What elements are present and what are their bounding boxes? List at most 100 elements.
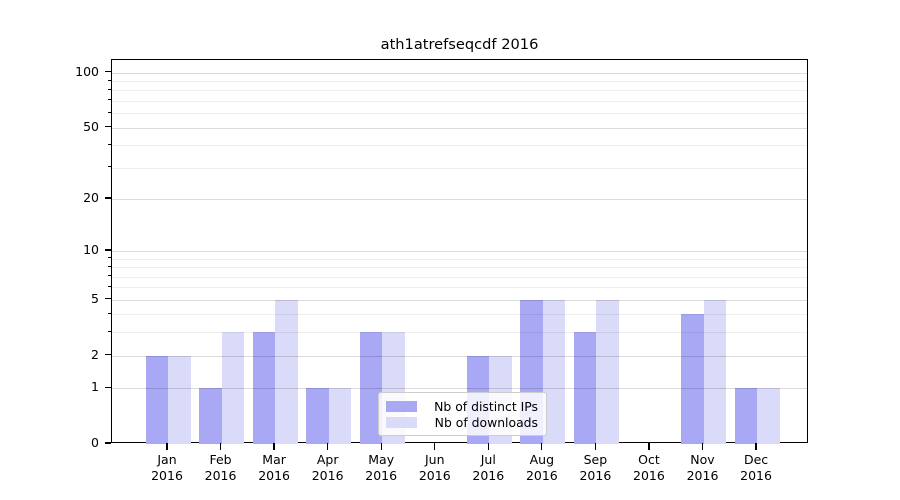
x-tick-label: Nov 2016 <box>675 452 731 483</box>
plot-area: Nb of distinct IPs Nb of downloads <box>111 59 808 444</box>
x-tick-month: May <box>368 452 395 467</box>
y-minor-tick-mark <box>107 275 111 277</box>
y-tick-label: 1 <box>91 379 99 395</box>
gridline-major <box>112 388 807 390</box>
gridline-minor <box>112 145 807 147</box>
bar-downloads <box>757 388 780 444</box>
bar-distinct-ips <box>359 332 383 444</box>
x-tick-label: Jan 2016 <box>139 452 195 483</box>
x-tick-year: 2016 <box>258 467 290 483</box>
legend-label-distinct-ips: Nb of distinct IPs <box>434 399 538 414</box>
y-tick-mark <box>104 386 111 388</box>
legend-entry-downloads: Nb of downloads <box>386 415 538 430</box>
legend: Nb of distinct IPs Nb of downloads <box>378 392 547 436</box>
legend-swatch-distinct-ips <box>386 401 417 412</box>
x-tick-year: 2016 <box>686 467 719 483</box>
y-tick-label: 5 <box>91 290 99 306</box>
y-minor-tick-mark <box>107 143 111 145</box>
x-tick-year: 2016 <box>418 467 451 483</box>
y-minor-tick-mark <box>107 88 111 90</box>
bar-distinct-ips <box>734 388 758 444</box>
x-tick-month: Aug <box>529 452 555 467</box>
x-tick-mark <box>327 443 329 450</box>
y-minor-tick-mark <box>107 166 111 168</box>
bar-distinct-ips <box>252 332 276 444</box>
x-tick-month: Jul <box>480 452 496 467</box>
bar-downloads <box>542 299 566 444</box>
gridline-major <box>112 355 807 357</box>
y-minor-tick-mark <box>107 313 111 314</box>
gridline-minor <box>112 276 807 278</box>
x-tick-month: Mar <box>262 452 286 467</box>
x-tick-label: May 2016 <box>353 452 409 483</box>
gridline-minor <box>112 314 807 316</box>
gridline-minor <box>112 267 807 269</box>
x-tick-month: Dec <box>743 452 769 467</box>
x-tick-month: Oct <box>638 452 660 467</box>
x-tick-year: 2016 <box>204 467 237 483</box>
gridline-minor <box>112 90 807 92</box>
y-tick-mark <box>104 249 111 251</box>
y-tick-label: 100 <box>75 63 99 79</box>
y-tick-label: 50 <box>83 118 99 134</box>
bar-downloads <box>328 388 352 444</box>
bar-downloads <box>275 299 298 444</box>
x-tick-month: Feb <box>209 452 232 467</box>
x-tick-year: 2016 <box>525 467 558 483</box>
y-tick-label: 2 <box>91 346 99 362</box>
x-tick-mark <box>273 443 275 450</box>
x-tick-month: Nov <box>690 452 715 467</box>
y-tick-label: 10 <box>83 241 99 257</box>
y-tick-label: 0 <box>91 435 99 450</box>
bar-distinct-ips <box>199 388 222 444</box>
x-tick-mark <box>166 443 168 450</box>
bar-downloads <box>596 299 619 444</box>
y-tick-mark <box>104 353 111 356</box>
x-tick-month: Apr <box>316 452 339 467</box>
y-tick-mark <box>104 70 111 73</box>
y-minor-tick-mark <box>107 265 111 267</box>
x-tick-month: Jan <box>157 452 177 467</box>
gridline-major <box>112 250 807 252</box>
x-tick-year: 2016 <box>365 467 398 483</box>
x-tick-mark <box>380 443 382 450</box>
legend-entry-distinct-ips: Nb of distinct IPs <box>386 399 538 414</box>
x-tick-mark <box>434 443 436 450</box>
chart-title: ath1atrefseqcdf 2016 <box>380 36 539 53</box>
x-tick-label: Apr 2016 <box>300 452 356 483</box>
gridline-major <box>112 299 807 301</box>
y-tick-mark <box>104 442 111 444</box>
y-minor-tick-mark <box>107 79 111 81</box>
gridline-minor <box>112 287 807 289</box>
x-tick-label: Oct 2016 <box>621 452 677 483</box>
x-tick-month: Sep <box>583 452 608 467</box>
x-tick-label: Jul 2016 <box>460 452 516 483</box>
x-tick-year: 2016 <box>311 467 344 483</box>
gridline-major <box>112 72 807 74</box>
y-minor-tick-mark <box>107 111 111 113</box>
bar-downloads <box>703 299 726 444</box>
bar-distinct-ips <box>145 355 168 444</box>
y-minor-tick-mark <box>107 331 111 332</box>
x-tick-label: Jun 2016 <box>407 452 463 483</box>
x-tick-mark <box>701 443 704 450</box>
x-tick-mark <box>541 443 543 450</box>
bar-downloads <box>168 355 191 444</box>
y-minor-tick-mark <box>107 99 111 101</box>
y-minor-tick-mark <box>107 285 111 287</box>
y-tick-mark <box>104 125 111 128</box>
gridline-major <box>112 198 807 200</box>
x-tick-mark <box>648 443 650 450</box>
gridline-minor <box>112 258 807 260</box>
x-tick-month: Jun <box>424 452 445 467</box>
bar-downloads <box>221 332 245 444</box>
gridline-minor <box>112 80 807 82</box>
x-tick-year: 2016 <box>740 467 772 483</box>
x-tick-year: 2016 <box>633 467 665 483</box>
x-tick-label: Mar 2016 <box>246 452 302 483</box>
x-tick-mark <box>487 443 489 450</box>
legend-label-downloads: Nb of downloads <box>434 415 538 430</box>
x-tick-year: 2016 <box>151 467 183 483</box>
gridline-major <box>112 127 807 129</box>
